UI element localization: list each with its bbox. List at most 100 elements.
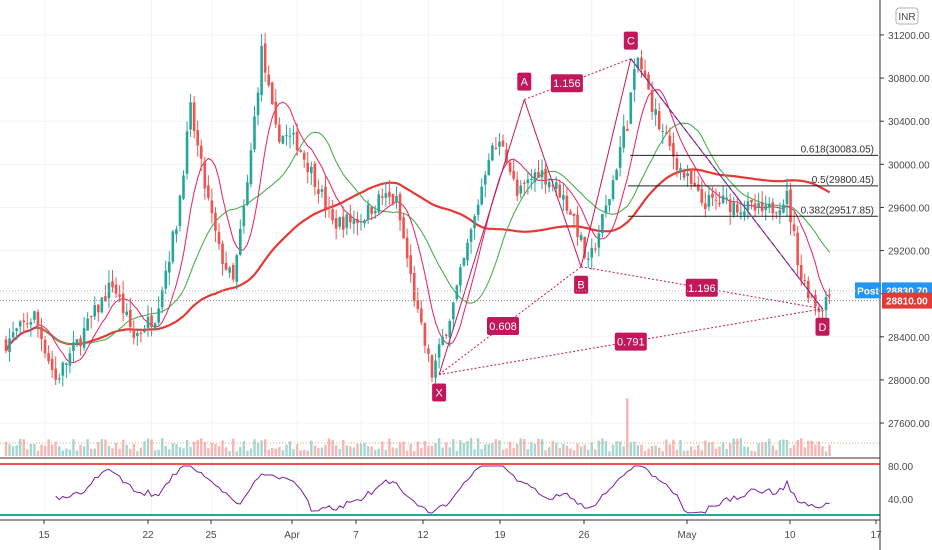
- volume-bar: [484, 444, 487, 456]
- time-axis[interactable]: 15 22 25 Apr 7 12 19 26 May 10 17: [0, 519, 882, 541]
- candle-body: [526, 179, 530, 184]
- volume-bar: [196, 440, 199, 456]
- candle-body: [164, 270, 168, 289]
- candle-body: [11, 332, 15, 338]
- volume-bar: [260, 440, 263, 456]
- volume-bar: [114, 443, 118, 456]
- candle-body: [611, 180, 615, 200]
- candle-body: [537, 171, 540, 178]
- candle-body: [128, 309, 132, 327]
- candle-body: [270, 82, 274, 105]
- volume-bar: [15, 445, 18, 456]
- volume-bar: [679, 440, 682, 456]
- volume-bar: [618, 441, 622, 456]
- candle-body: [523, 182, 526, 184]
- candle-body: [736, 204, 739, 213]
- post-market-price: 28830.70: [886, 286, 928, 297]
- volume-bar: [714, 448, 718, 456]
- volume-bar: [79, 444, 82, 456]
- candle-body: [686, 173, 689, 177]
- volume-bar: [551, 440, 554, 456]
- candle-body: [402, 217, 405, 239]
- volume-bar: [391, 447, 395, 456]
- candle-body: [579, 234, 583, 240]
- candle-body: [590, 247, 594, 258]
- candle-body: [661, 130, 665, 133]
- volume-bar: [672, 439, 675, 456]
- volume-bar: [164, 445, 167, 456]
- price-tick-label: 29200.00: [888, 247, 930, 258]
- candle-body: [792, 224, 796, 231]
- candle-body: [569, 211, 572, 215]
- candle-body: [459, 267, 462, 286]
- volume-bar: [668, 444, 672, 456]
- candle-body: [643, 70, 647, 78]
- candle-body: [93, 305, 97, 317]
- volume-bar: [601, 438, 604, 456]
- post-market-badge: [855, 282, 881, 299]
- candle-body: [814, 295, 817, 307]
- candle-body: [260, 45, 263, 96]
- candle-body: [817, 309, 821, 312]
- volume-bar: [626, 398, 629, 456]
- pattern-leg: [523, 99, 582, 267]
- candle-body: [338, 217, 341, 227]
- volume-bar: [381, 441, 384, 456]
- candle-body: [82, 328, 86, 348]
- candle-body: [824, 297, 828, 311]
- candle-body: [47, 353, 50, 362]
- volume-bar: [359, 443, 363, 456]
- price-tick-label: 29600.00: [888, 203, 930, 214]
- volume-bar: [65, 448, 68, 456]
- candle-body: [8, 338, 11, 352]
- volume-bar: [505, 448, 508, 456]
- volume-bar: [750, 450, 753, 456]
- volume-bar: [36, 450, 40, 456]
- volume-bar: [807, 440, 810, 456]
- candle-body: [473, 216, 476, 229]
- candle-body: [267, 74, 270, 86]
- candle-body: [310, 166, 313, 174]
- volume-bar: [178, 447, 182, 456]
- candle-body: [185, 131, 189, 174]
- candle-body: [217, 232, 221, 245]
- candle-body: [377, 194, 381, 213]
- candle-body: [704, 203, 707, 210]
- volume-bar: [718, 446, 721, 456]
- volume-bar: [22, 439, 25, 456]
- volume-bar: [597, 440, 601, 456]
- candle-body: [295, 131, 299, 151]
- candle-body: [775, 212, 778, 214]
- candle-body: [452, 302, 455, 320]
- candle-body: [444, 334, 448, 336]
- candle-body: [22, 320, 26, 323]
- candle-body: [246, 182, 249, 205]
- volume-bar: [86, 439, 89, 456]
- volume-bar: [746, 446, 750, 456]
- candle-body: [207, 185, 210, 198]
- volume-bar: [452, 439, 455, 456]
- candle-body: [168, 261, 171, 273]
- pattern-ratio-badge: [614, 332, 647, 351]
- candle-body: [175, 229, 178, 235]
- volume-bar: [782, 439, 785, 456]
- volume-bar: [771, 445, 774, 456]
- volume-bar: [434, 443, 437, 456]
- volume-bar: [207, 448, 210, 456]
- volume-bar: [650, 445, 654, 456]
- volume-bar: [182, 448, 185, 456]
- candle-body: [317, 189, 320, 194]
- candle-body: [61, 362, 65, 376]
- candle-body: [512, 170, 515, 179]
- candle-body: [192, 102, 196, 131]
- currency-label: INR: [898, 12, 915, 23]
- candle-body: [203, 161, 207, 189]
- volume-bar: [739, 438, 743, 456]
- volume-bar: [29, 443, 33, 456]
- candle-body: [480, 186, 483, 205]
- candle-body: [373, 210, 377, 214]
- volume-bar: [608, 451, 611, 456]
- volume-bar: [352, 447, 356, 456]
